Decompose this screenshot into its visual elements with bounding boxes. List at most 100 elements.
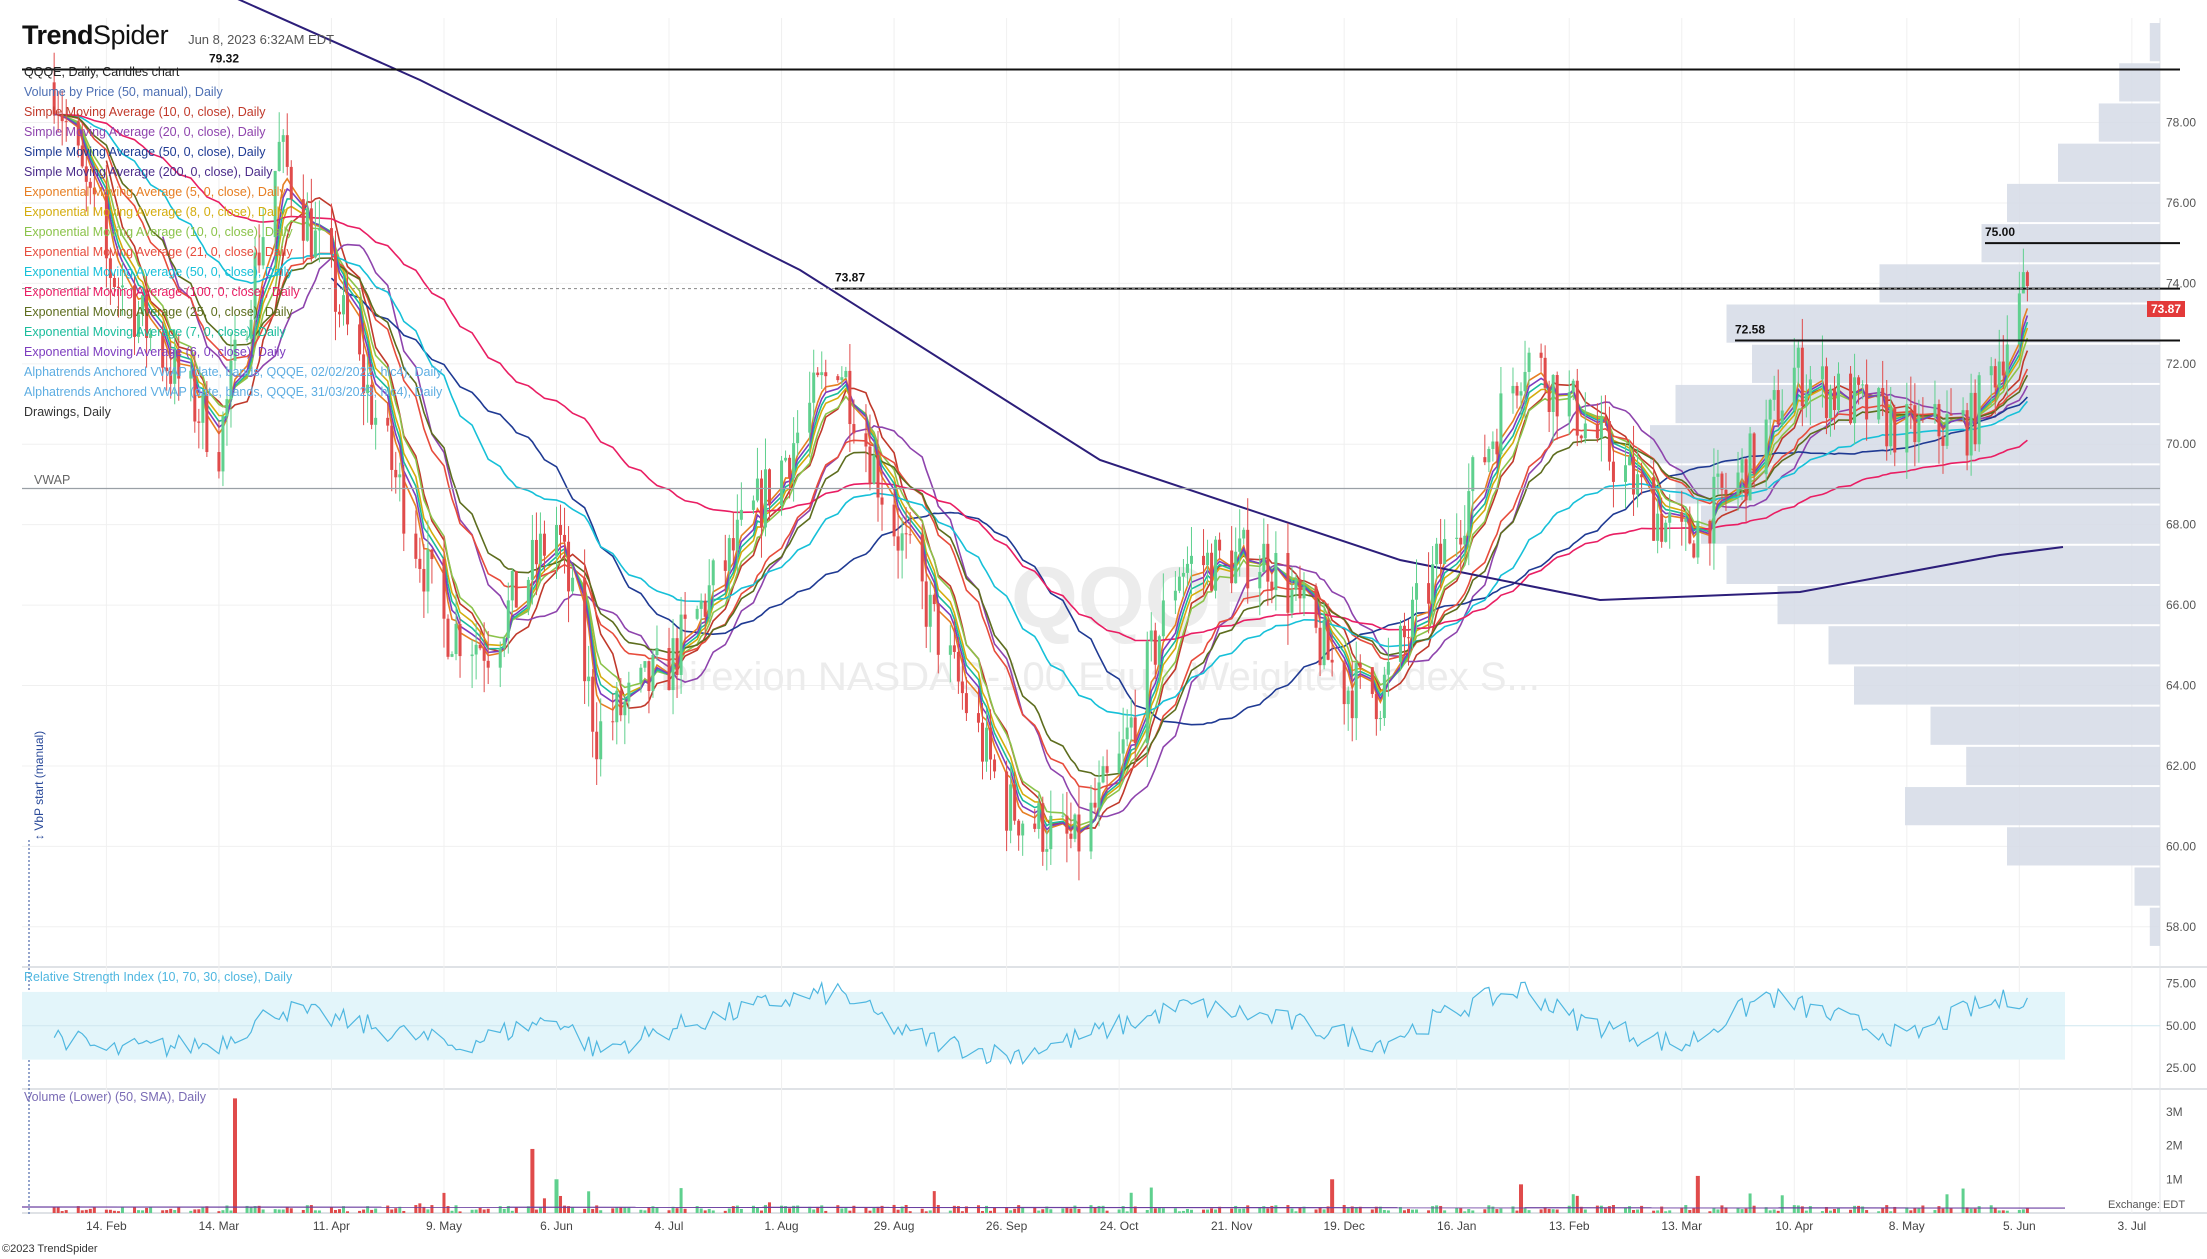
vbp-bar — [2149, 907, 2160, 946]
volume-bar — [337, 1209, 341, 1213]
volume-bar — [755, 1207, 759, 1213]
legend-item[interactable]: Simple Moving Average (10, 0, close), Da… — [24, 105, 266, 119]
candle-body — [337, 311, 341, 315]
legend-item[interactable]: Exponential Moving Average (100, 0, clos… — [24, 285, 300, 299]
volume-bar — [422, 1206, 426, 1213]
level-label: 79.32 — [209, 51, 239, 65]
volume-bar — [908, 1211, 912, 1213]
volume-bar — [671, 1206, 675, 1213]
volume-bar — [1652, 1210, 1656, 1213]
candle-body — [751, 500, 755, 510]
volume-bar — [1286, 1205, 1290, 1213]
legend-item[interactable]: Alphatrends Anchored VWAP (date, bands, … — [24, 365, 443, 379]
volume-bar — [1551, 1209, 1555, 1213]
rsi-panel-label[interactable]: Relative Strength Index (10, 70, 30, clo… — [24, 970, 293, 984]
vbp-bar — [1650, 425, 2160, 464]
candle-body — [1881, 388, 1885, 397]
candle-body — [1009, 784, 1013, 831]
volume-bar — [398, 1206, 402, 1213]
candle-body — [1181, 572, 1185, 577]
candle-body — [1302, 586, 1306, 599]
candle-body — [1579, 435, 1583, 439]
candle-body — [1439, 543, 1443, 564]
volume-bar — [418, 1203, 422, 1213]
volume-bar — [1443, 1210, 1447, 1213]
volume-bar — [1467, 1209, 1471, 1213]
candle-body — [1933, 404, 1937, 418]
candle-body — [1290, 589, 1294, 613]
volume-bar — [133, 1207, 137, 1213]
candle-body — [1997, 361, 2001, 388]
candle-body — [482, 648, 486, 661]
candle-body — [1724, 489, 1728, 495]
candle-body — [667, 648, 671, 691]
volume-bar — [1242, 1208, 1246, 1213]
candle-body — [739, 509, 743, 520]
legend-item[interactable]: Exponential Moving Average (25, 0, close… — [24, 305, 293, 319]
legend-item[interactable]: Exponential Moving Average (5, 0, close)… — [24, 185, 286, 199]
legend-item[interactable]: Simple Moving Average (50, 0, close), Da… — [24, 145, 266, 159]
legend-item[interactable]: Drawings, Daily — [24, 405, 111, 419]
volume-bar — [1961, 1188, 1965, 1213]
candle-body — [848, 370, 852, 425]
candle-body — [1093, 802, 1097, 808]
candle-body — [1680, 512, 1684, 522]
candle-body — [872, 455, 876, 484]
legend-item[interactable]: Exponential Moving Average (6, 0, close)… — [24, 345, 286, 359]
legend-item[interactable]: Alphatrends Anchored VWAP (date, bands, … — [24, 385, 443, 399]
legend-item[interactable]: Exponential Moving Average (21, 0, close… — [24, 245, 293, 259]
volume-bar — [1350, 1206, 1354, 1213]
legend-item[interactable]: Volume by Price (50, manual), Daily — [24, 85, 223, 99]
volume-bar — [1499, 1208, 1503, 1213]
volume-bar — [1487, 1205, 1491, 1213]
volume-bar — [599, 1210, 603, 1213]
legend-title[interactable]: QQQE, Daily, Candles chart — [24, 65, 180, 79]
vbp-bar — [1930, 706, 2160, 745]
candle-body — [1804, 394, 1808, 407]
candle-body — [1660, 513, 1664, 542]
candle-body — [699, 600, 703, 609]
legend-item[interactable]: Exponential Moving Average (8, 0, close)… — [24, 205, 286, 219]
candle-body — [233, 339, 237, 361]
volume-panel-label[interactable]: Volume (Lower) (50, SMA), Daily — [24, 1090, 207, 1104]
volume-bar — [1595, 1205, 1599, 1213]
legend-item[interactable]: Simple Moving Average (20, 0, close), Da… — [24, 125, 266, 139]
candle-body — [1692, 543, 1696, 558]
legend-item[interactable]: Exponential Moving Average (7, 0, close)… — [24, 325, 286, 339]
candle-body — [627, 682, 631, 702]
candle-body — [1177, 576, 1181, 591]
volume-bar — [193, 1209, 197, 1213]
volume-bar — [763, 1205, 767, 1213]
legend-item[interactable]: Exponential Moving Average (10, 0, close… — [24, 225, 293, 239]
candle-body — [643, 661, 647, 668]
candle-body — [141, 295, 145, 315]
candle-body — [1595, 423, 1599, 439]
candle-body — [1832, 388, 1836, 411]
volume-bar — [784, 1206, 788, 1213]
candle-body — [313, 230, 317, 258]
volume-bar — [1808, 1206, 1812, 1213]
volume-bar — [1005, 1207, 1009, 1213]
candle-body — [108, 258, 112, 278]
candle-body — [1551, 375, 1555, 412]
x-tick-label: 24. Oct — [1100, 1219, 1139, 1233]
volume-bar — [844, 1207, 848, 1213]
volume-bar — [1853, 1205, 1857, 1213]
volume-bar — [1917, 1208, 1921, 1213]
legend-item[interactable]: Simple Moving Average (200, 0, close), D… — [24, 165, 273, 179]
volume-bar — [731, 1206, 735, 1213]
vbp-start-label[interactable]: ↕ VbP start (manual) — [32, 730, 46, 840]
candle-body — [329, 228, 333, 255]
volume-bar — [1246, 1205, 1250, 1213]
volume-bar — [1294, 1211, 1298, 1213]
volume-bar — [390, 1209, 394, 1213]
volume-bar — [1173, 1208, 1177, 1213]
volume-bar — [177, 1206, 181, 1213]
moving-average-line — [54, 113, 2029, 834]
candle-body — [133, 285, 137, 337]
candle-body — [205, 394, 209, 453]
legend-item[interactable]: Exponential Moving Average (50, 0, close… — [24, 265, 293, 279]
volume-bar — [273, 1209, 277, 1213]
candle-body — [1097, 782, 1101, 808]
